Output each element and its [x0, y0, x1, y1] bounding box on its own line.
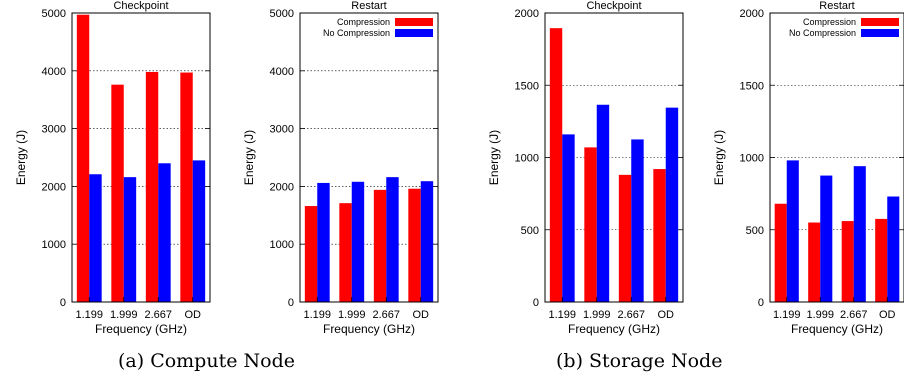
chart3-bar-s1 [584, 147, 597, 302]
chart3-title: Checkpoint [586, 0, 641, 12]
chart3-bar-s1 [549, 28, 563, 303]
chart3-ytick-label: 500 [521, 225, 539, 237]
chart3-bar-s1 [653, 169, 666, 302]
chart4-plot-frame [769, 12, 904, 303]
chart2-legend-label-s2: No Compression [323, 28, 390, 38]
chart1-title: Checkpoint [113, 0, 168, 12]
chart1-ytick-label: 0 [60, 297, 66, 309]
chart3-xtick-label: 2.667 [617, 309, 645, 321]
chart4-ytick-label: 1500 [740, 80, 764, 92]
chart3-bar-s1 [618, 174, 632, 302]
chart3-bar-s2 [596, 104, 610, 302]
chart4-bar-s2 [887, 196, 900, 302]
chart1-bar-s2 [192, 160, 206, 302]
chart1-bar-s1 [145, 71, 159, 303]
chart4-ytick-label: 1000 [740, 153, 764, 165]
chart4-legend-swatch-s2 [861, 29, 899, 37]
chart1-bar-s2 [89, 174, 102, 302]
chart2-ytick-label: 3000 [270, 124, 294, 136]
chart3-xtick-label: OD [658, 309, 675, 321]
chart3-xtick-label: 1.999 [583, 309, 611, 321]
chart3-bar-s2 [562, 134, 575, 302]
chart1-xtick-label: 2.667 [144, 309, 172, 321]
chart4-bar-s1 [774, 203, 787, 302]
chart4-xtick-label: 1.199 [773, 309, 801, 321]
chart4-xtick-label: OD [879, 309, 896, 321]
chart2-ylabel: Energy (J) [242, 130, 256, 185]
chart3-xlabel: Frequency (GHz) [568, 322, 660, 336]
chart1-ytick-label: 2000 [42, 181, 66, 193]
chart4-bar-s1 [841, 221, 854, 302]
chart4-title: Restart [819, 0, 854, 12]
chart4-legend-label-s1: Compression [803, 17, 856, 27]
chart1-ytick-label: 4000 [42, 66, 66, 78]
chart3-ytick-label: 0 [533, 297, 539, 309]
chart1-bar-s1 [76, 14, 90, 302]
chart4-ylabel: Energy (J) [712, 130, 726, 185]
chart3-plot-frame [544, 12, 684, 303]
chart1-plot-frame [71, 12, 211, 303]
chart4-ytick-label: 500 [746, 225, 764, 237]
chart4-legend-swatch-s1 [861, 18, 899, 26]
chart4-bar-s2 [786, 160, 799, 302]
caption-compute-node: (a) Compute Node [118, 350, 295, 372]
chart2-bar-s1 [339, 203, 352, 302]
chart1-bar-s2 [123, 177, 137, 302]
chart2-ytick-label: 2000 [270, 181, 294, 193]
chart1-xlabel: Frequency (GHz) [95, 322, 187, 336]
chart4-xtick-label: 2.667 [840, 309, 868, 321]
caption-storage-node: (b) Storage Node [556, 350, 723, 372]
chart1-bar-s2 [158, 163, 171, 302]
chart2-xlabel: Frequency (GHz) [323, 322, 415, 336]
chart1-bar-s1 [180, 72, 193, 302]
chart2-bar-s2 [420, 181, 434, 302]
chart4-bar-s2 [820, 175, 833, 302]
chart2-bar-s1 [408, 188, 421, 302]
chart2-bar-s1 [304, 206, 318, 302]
chart1-ytick-label: 1000 [42, 239, 66, 251]
chart4-xlabel: Frequency (GHz) [791, 322, 883, 336]
chart1-ytick-label: 3000 [42, 124, 66, 136]
chart2-legend-label-s1: Compression [337, 17, 390, 27]
chart3-ylabel: Energy (J) [487, 130, 501, 185]
chart4-ytick-label: 2000 [740, 8, 764, 20]
chart2-xtick-label: 1.199 [303, 309, 331, 321]
chart2-bar-s2 [351, 181, 365, 302]
chart4-ytick-label: 0 [758, 297, 764, 309]
chart2-legend-swatch-s1 [395, 18, 433, 26]
chart3-ytick-label: 1500 [515, 80, 539, 92]
chart4-bar-s2 [853, 166, 866, 302]
chart1-bar-s1 [111, 84, 124, 302]
chart1-xtick-label: 1.999 [110, 309, 138, 321]
chart3-xtick-label: 1.199 [548, 309, 576, 321]
chart1-xtick-label: 1.199 [75, 309, 103, 321]
chart2-xtick-label: 1.999 [338, 309, 366, 321]
chart2-title: Restart [351, 0, 386, 12]
chart2-xtick-label: 2.667 [372, 309, 400, 321]
chart4-legend-label-s2: No Compression [789, 28, 856, 38]
chart1-ylabel: Energy (J) [14, 130, 28, 185]
chart2-xtick-label: OD [413, 309, 430, 321]
chart2-ytick-label: 5000 [270, 8, 294, 20]
chart2-bar-s2 [317, 182, 330, 302]
chart2-bar-s2 [386, 177, 399, 302]
chart2-ytick-label: 0 [288, 297, 294, 309]
chart3-ytick-label: 2000 [515, 8, 539, 20]
chart1-ytick-label: 5000 [42, 8, 66, 20]
chart3-ytick-label: 1000 [515, 153, 539, 165]
chart4-bar-s1 [875, 218, 888, 302]
chart1-xtick-label: OD [185, 309, 202, 321]
chart4-bar-s1 [808, 222, 821, 302]
chart3-bar-s2 [665, 107, 679, 303]
chart3-bar-s2 [631, 139, 644, 302]
chart2-bar-s1 [373, 189, 387, 302]
chart2-plot-frame [299, 12, 439, 303]
chart4-xtick-label: 1.999 [806, 309, 834, 321]
chart2-legend-swatch-s2 [395, 29, 433, 37]
chart2-ytick-label: 1000 [270, 239, 294, 251]
chart2-ytick-label: 4000 [270, 66, 294, 78]
